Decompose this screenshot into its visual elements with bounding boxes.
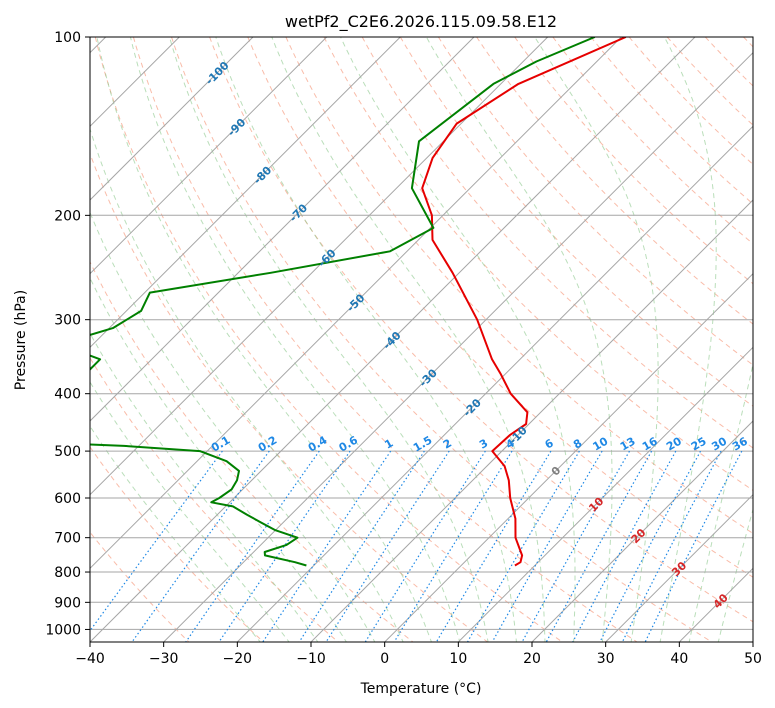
- grid-lines: [90, 37, 753, 642]
- x-tick-label: 0: [380, 651, 389, 667]
- mixing-ratio-line: [131, 450, 270, 642]
- mixing-ratio-line: [621, 450, 722, 642]
- mixing-ratio-line: [185, 450, 320, 642]
- y-tick-label: 600: [54, 491, 81, 507]
- y-tick-label: 400: [54, 387, 81, 403]
- dry-adiabat-line: [171, 37, 712, 642]
- dry-adiabat-line: [361, 37, 753, 449]
- isotherm-line: [90, 37, 475, 422]
- isotherm-line: [457, 346, 753, 642]
- moist-adiabat-line: [90, 211, 376, 642]
- dry-adiabat-line: [628, 37, 753, 166]
- y-tick-label: 100: [54, 30, 81, 46]
- plot-frame: [89, 36, 754, 643]
- dewpoint-profile-line: [90, 37, 596, 567]
- mixing-ratio-line: [435, 450, 552, 642]
- isotherm-line: [90, 37, 401, 349]
- x-tick-label: −10: [296, 651, 326, 667]
- x-tick-label: −40: [75, 651, 105, 667]
- moist-adiabat-line: [271, 37, 546, 642]
- isotherm-line: [90, 37, 622, 570]
- dry-adiabats: [90, 37, 753, 642]
- mixing-ratio-line: [572, 450, 677, 642]
- dry-adiabat-line: [132, 37, 638, 642]
- profile-lines: [90, 37, 627, 567]
- moist-adiabats: [90, 37, 753, 642]
- isotherm-line: [90, 37, 328, 275]
- y-axis-label: Pressure (hPa): [13, 290, 29, 390]
- mixing-ratio-line: [466, 450, 580, 642]
- dry-adiabat-line: [437, 37, 753, 366]
- isotherm-line: [236, 125, 753, 642]
- mixing-ratio-line: [393, 450, 513, 642]
- x-tick-label: −20: [223, 651, 253, 667]
- moist-adiabat-line: [90, 381, 290, 642]
- moist-adiabat-line: [534, 37, 659, 642]
- y-tick-label: 800: [54, 565, 81, 581]
- x-tick-label: −30: [149, 651, 179, 667]
- y-tick-label: 500: [54, 444, 81, 460]
- y-tick-label: 700: [54, 531, 81, 547]
- mixing-ratio-lines: [90, 450, 743, 642]
- moist-adiabat-line: [339, 37, 576, 642]
- dry-adiabat-line: [476, 37, 753, 325]
- x-axis-label: Temperature (°C): [360, 681, 482, 697]
- x-tick-label: 10: [449, 651, 467, 667]
- isotherm-line: [531, 420, 753, 642]
- mixing-ratio-line: [491, 450, 603, 642]
- x-tick-label: 50: [744, 651, 762, 667]
- y-tick-label: 900: [54, 595, 81, 611]
- moist-adiabat-line: [96, 37, 433, 642]
- dry-adiabat-line: [90, 260, 414, 642]
- y-tick-label: 200: [54, 208, 81, 224]
- mixing-ratio-line: [364, 450, 486, 642]
- dry-adiabat-line: [399, 37, 753, 407]
- moist-adiabat-line: [425, 37, 613, 642]
- mixing-ratio-line: [545, 450, 653, 642]
- isotherm-line: [384, 272, 753, 642]
- isotherm-line: [605, 493, 753, 642]
- isotherm-line: [310, 199, 753, 642]
- isotherm-line: [163, 51, 753, 642]
- x-axis-ticks: −40 −30 −20 −10 0 10 20 30 40 50: [75, 642, 762, 667]
- temperature-profile-line: [421, 37, 627, 567]
- y-tick-label: 1000: [45, 622, 81, 638]
- moist-adiabat-line: [659, 37, 717, 642]
- dry-adiabat-line: [90, 446, 264, 642]
- plot-area: [90, 37, 753, 642]
- isotherm-line: [90, 37, 696, 642]
- x-tick-label: 30: [597, 651, 615, 667]
- dry-adiabat-line: [90, 531, 190, 642]
- moist-adiabat-line: [90, 127, 404, 642]
- mixing-ratio-line: [599, 450, 702, 642]
- x-tick-label: 40: [670, 651, 688, 667]
- y-axis-ticks: 100 200 300 400 500 600 700 800 900 1000: [45, 30, 90, 638]
- y-tick-label: 300: [54, 313, 81, 329]
- moist-adiabat-line: [129, 37, 461, 642]
- chart-title: wetPf2_C2E6.2026.115.09.58.E12: [285, 12, 557, 32]
- moist-adiabat-line: [168, 37, 489, 642]
- moist-adiabat-line: [90, 332, 319, 642]
- dry-adiabat-line: [94, 37, 563, 642]
- isotherm-line: [90, 37, 254, 201]
- x-tick-label: 20: [523, 651, 541, 667]
- dry-adiabat-line: [514, 37, 753, 285]
- mixing-ratio-line: [521, 450, 631, 642]
- dry-adiabat-line: [247, 37, 753, 578]
- dry-adiabat-line: [590, 37, 753, 205]
- dry-adiabat-line: [209, 37, 753, 623]
- moist-adiabat-line: [90, 425, 261, 642]
